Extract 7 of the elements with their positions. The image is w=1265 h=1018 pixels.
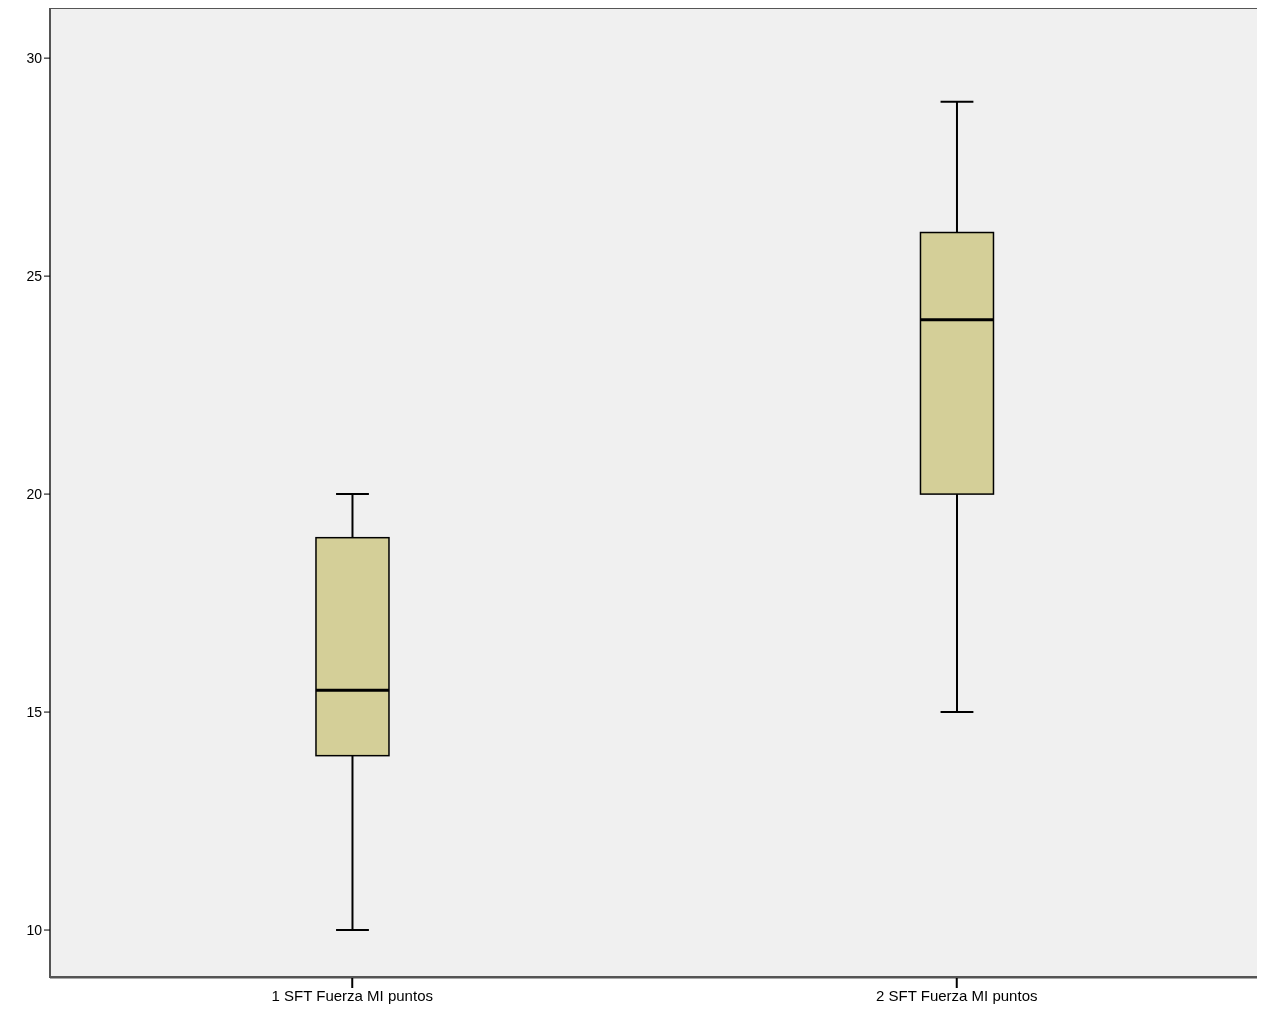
x-tick-label: 1 SFT Fuerza MI puntos (271, 986, 433, 1004)
x-tick-label: 2 SFT Fuerza MI puntos (876, 986, 1038, 1004)
y-tick-label: 25 (26, 268, 43, 285)
y-tick-label: 10 (26, 922, 43, 939)
y-tick-label: 30 (26, 50, 43, 67)
y-tick-label: 20 (26, 486, 43, 503)
y-tick-label: 15 (26, 704, 43, 721)
